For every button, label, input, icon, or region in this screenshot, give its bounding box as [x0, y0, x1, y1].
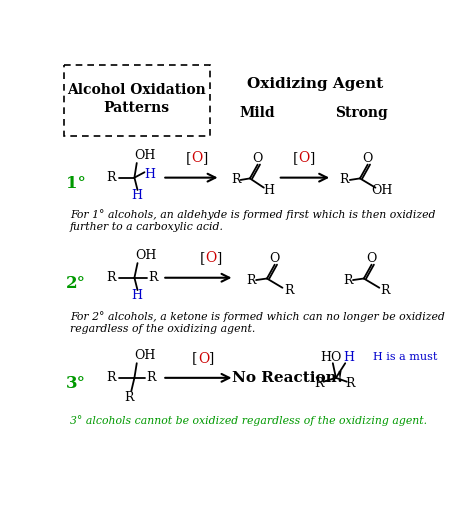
Text: R: R	[107, 371, 116, 384]
Text: further to a carboxylic acid.: further to a carboxylic acid.	[70, 222, 224, 232]
Text: [: [	[192, 351, 198, 366]
Text: 1°: 1°	[66, 175, 86, 192]
Text: O: O	[270, 252, 280, 265]
Text: O: O	[198, 351, 209, 366]
Text: For 2° alcohols, a ketone is formed which can no longer be oxidized: For 2° alcohols, a ketone is formed whic…	[70, 311, 445, 322]
Text: R: R	[284, 284, 293, 297]
Text: O: O	[363, 152, 373, 165]
Text: H: H	[343, 350, 354, 364]
Text: O: O	[253, 152, 263, 165]
Text: HO: HO	[320, 350, 341, 364]
Text: O: O	[299, 152, 310, 166]
Text: R: R	[107, 171, 116, 184]
Text: R: R	[246, 274, 256, 286]
Text: Mild: Mild	[239, 106, 275, 120]
Text: ]: ]	[217, 251, 222, 266]
Text: H: H	[145, 168, 155, 181]
Text: O: O	[191, 152, 203, 166]
Text: OH: OH	[135, 249, 156, 262]
Text: Alcohol Oxidation: Alcohol Oxidation	[67, 83, 206, 97]
Text: 3°: 3°	[66, 376, 86, 392]
Text: O: O	[206, 251, 217, 266]
Text: R: R	[231, 173, 241, 186]
Text: ]: ]	[209, 351, 215, 366]
Text: H: H	[131, 189, 142, 202]
Text: OH: OH	[135, 349, 156, 362]
Text: 3° alcohols cannot be oxidized regardless of the oxidizing agent.: 3° alcohols cannot be oxidized regardles…	[70, 416, 427, 426]
Text: R: R	[345, 377, 355, 390]
Text: For 1° alcohols, an aldehyde is formed first which is then oxidized: For 1° alcohols, an aldehyde is formed f…	[70, 209, 436, 220]
Text: H: H	[263, 184, 274, 197]
Text: [: [	[293, 152, 298, 166]
Text: H: H	[131, 289, 142, 302]
Text: regardless of the oxidizing agent.: regardless of the oxidizing agent.	[70, 324, 255, 334]
Text: No Reaction!: No Reaction!	[232, 371, 344, 385]
Text: R: R	[381, 284, 390, 297]
Text: R: R	[147, 371, 156, 384]
Text: [: [	[200, 251, 205, 266]
Text: R: R	[124, 390, 134, 403]
Text: H is a must: H is a must	[373, 352, 438, 362]
Text: Strong: Strong	[335, 106, 388, 120]
Text: R: R	[314, 377, 324, 390]
Text: R: R	[148, 271, 158, 284]
Text: [: [	[186, 152, 191, 166]
Text: 2°: 2°	[66, 275, 86, 292]
Text: ]: ]	[203, 152, 209, 166]
Text: Oxidizing Agent: Oxidizing Agent	[247, 77, 383, 91]
Text: O: O	[366, 252, 377, 265]
Text: OH: OH	[371, 184, 392, 197]
Text: ]: ]	[310, 152, 315, 166]
Text: OH: OH	[135, 149, 156, 162]
Text: Patterns: Patterns	[104, 102, 170, 115]
FancyBboxPatch shape	[64, 65, 210, 136]
Text: R: R	[340, 173, 349, 186]
Text: R: R	[344, 274, 353, 286]
Text: R: R	[107, 271, 116, 284]
